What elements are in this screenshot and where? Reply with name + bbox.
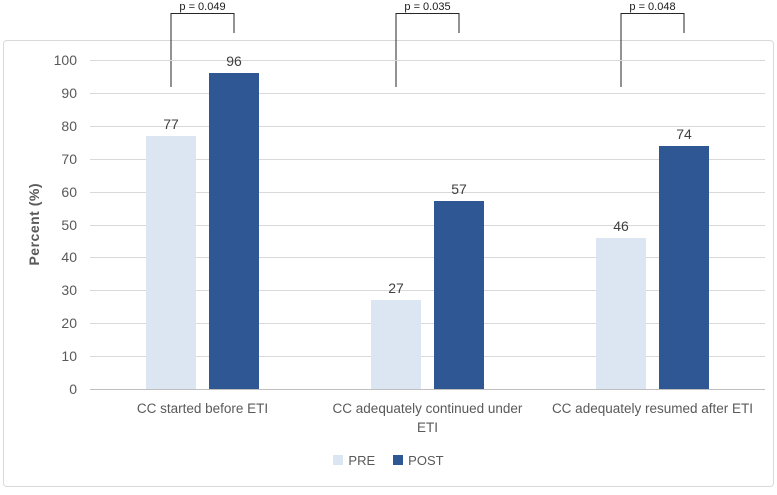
gridline-20 — [90, 323, 765, 325]
bar-post-3 — [659, 145, 709, 389]
data-label-pre-3: 46 — [613, 217, 629, 234]
p-value-label-3: p = 0.048 — [629, 1, 676, 13]
data-label-post-3: 74 — [676, 125, 692, 142]
y-tick-label: 70 — [61, 150, 77, 167]
y-tick-label: 50 — [61, 216, 77, 233]
data-label-post-1: 96 — [226, 53, 242, 70]
gridline-80 — [90, 125, 765, 127]
x-category-label-3: CC adequately resumed after ETI — [551, 401, 754, 416]
y-tick-label: 10 — [61, 348, 77, 365]
gridline-70 — [90, 158, 765, 160]
gridline-30 — [90, 290, 765, 292]
gridline-10 — [90, 356, 765, 358]
legend-label-post: POST — [408, 452, 444, 468]
bar-pre-1 — [146, 135, 196, 389]
legend-item-post: POST — [393, 452, 444, 468]
y-tick-label: 80 — [61, 117, 77, 134]
data-label-pre-2: 27 — [388, 280, 404, 297]
gridline-50 — [90, 224, 765, 226]
y-tick-label: 30 — [61, 282, 77, 299]
x-axis-line — [90, 389, 765, 390]
y-tick-label: 20 — [61, 315, 77, 332]
p-value-label-1: p = 0.049 — [179, 1, 226, 13]
bar-pre-2 — [371, 300, 421, 389]
gridline-40 — [90, 257, 765, 259]
y-tick-label: 90 — [61, 84, 77, 101]
legend-swatch-pre — [333, 455, 344, 465]
legend-item-pre: PRE — [333, 453, 375, 468]
bar-post-1 — [209, 73, 259, 389]
chart-legend: PRE POST — [0, 451, 777, 469]
y-tick-label: 60 — [61, 183, 77, 200]
legend-label-pre: PRE — [348, 452, 376, 468]
data-label-post-2: 57 — [451, 181, 467, 198]
y-tick-label: 40 — [61, 249, 77, 266]
gridline-60 — [90, 191, 765, 193]
y-tick-label: 0 — [69, 381, 77, 397]
x-category-label-1: CC started before ETI — [136, 401, 269, 416]
legend-swatch-post — [393, 455, 404, 465]
y-tick-label: 100 — [53, 52, 77, 68]
p-value-label-2: p = 0.035 — [404, 1, 451, 13]
x-category-label-2: CC adequately continued under ETI — [332, 401, 523, 435]
bar-post-2 — [434, 201, 484, 389]
gridline-90 — [90, 92, 765, 94]
data-label-pre-1: 77 — [163, 115, 179, 132]
bar-pre-3 — [596, 237, 646, 389]
gridline-100 — [90, 60, 765, 61]
